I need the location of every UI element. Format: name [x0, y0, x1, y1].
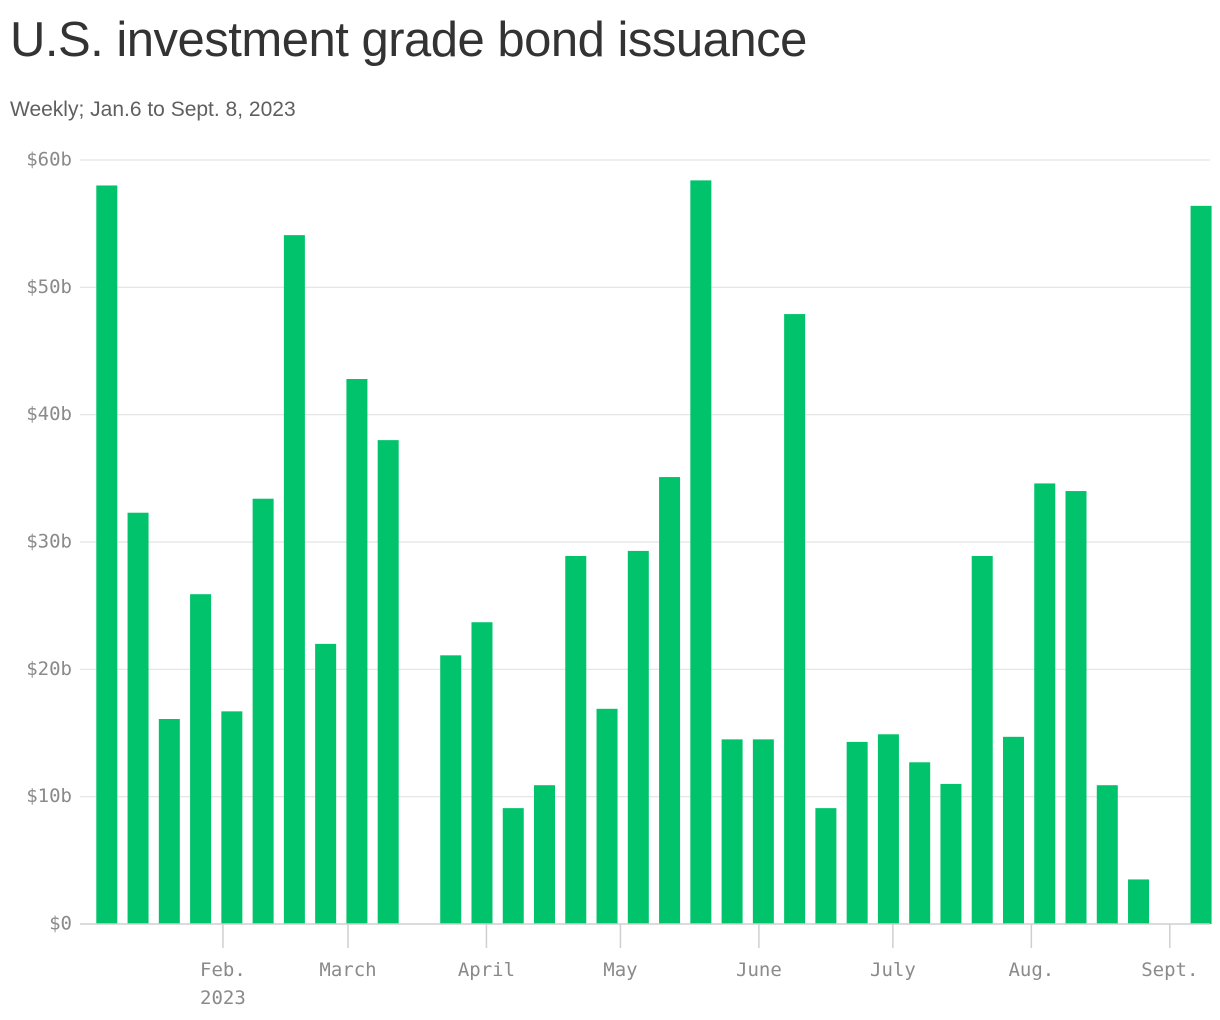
bar: [596, 708, 618, 924]
x-tick-label: May: [603, 959, 637, 981]
bar: [377, 440, 399, 924]
x-tick-label: Aug.: [1008, 959, 1054, 981]
x-axis-ticks: Feb. 2023 March April May June July Aug. Sept.: [200, 924, 1198, 1009]
bar: [252, 498, 274, 924]
y-tick-label: $50b: [26, 276, 72, 298]
bar: [190, 594, 212, 924]
bar: [565, 556, 587, 924]
bar: [940, 783, 962, 924]
x-tick-sublabel: 2023: [200, 987, 246, 1009]
bar: [971, 556, 993, 924]
chart-title: U.S. investment grade bond issuance: [10, 13, 807, 67]
bar: [1002, 736, 1024, 924]
bar: [690, 180, 712, 924]
bar: [784, 314, 806, 924]
bar: [96, 185, 118, 924]
bar: [846, 741, 868, 924]
x-tick-label: June: [736, 959, 782, 981]
x-tick-label: July: [870, 959, 916, 981]
x-tick-label: April: [458, 959, 515, 981]
bar: [127, 512, 149, 924]
bar: [1128, 879, 1150, 924]
bar: [815, 808, 837, 924]
y-tick-label: $20b: [26, 658, 72, 680]
y-axis-tick-labels: $0 $10b $20b $30b $40b $50b $60b: [26, 149, 72, 935]
y-tick-label: $10b: [26, 785, 72, 807]
bar: [909, 762, 931, 924]
y-tick-label: $60b: [26, 149, 72, 171]
bar: [502, 808, 524, 924]
bar: [659, 477, 681, 924]
bar: [877, 734, 899, 924]
bar: [346, 379, 368, 925]
y-tick-label: $30b: [26, 531, 72, 553]
bar: [1065, 491, 1087, 924]
bar: [1190, 205, 1212, 925]
bar: [627, 550, 649, 924]
bar: [158, 718, 180, 924]
x-tick-label: March: [319, 959, 376, 981]
bar: [283, 235, 305, 925]
bar: [1034, 483, 1056, 924]
y-tick-label: $40b: [26, 403, 72, 425]
bars: [96, 180, 1212, 925]
y-tick-label: $0: [49, 913, 72, 935]
x-tick-label: Feb.: [200, 959, 246, 981]
bar: [534, 785, 556, 924]
bar: [440, 655, 462, 924]
chart-subtitle: Weekly; Jan.6 to Sept. 8, 2023: [10, 98, 296, 121]
bar: [721, 739, 743, 924]
bar: [471, 622, 493, 924]
bar: [1096, 785, 1118, 924]
x-tick-label: Sept.: [1141, 959, 1198, 981]
bar: [315, 643, 337, 924]
bar: [221, 711, 243, 924]
bar: [752, 739, 774, 924]
